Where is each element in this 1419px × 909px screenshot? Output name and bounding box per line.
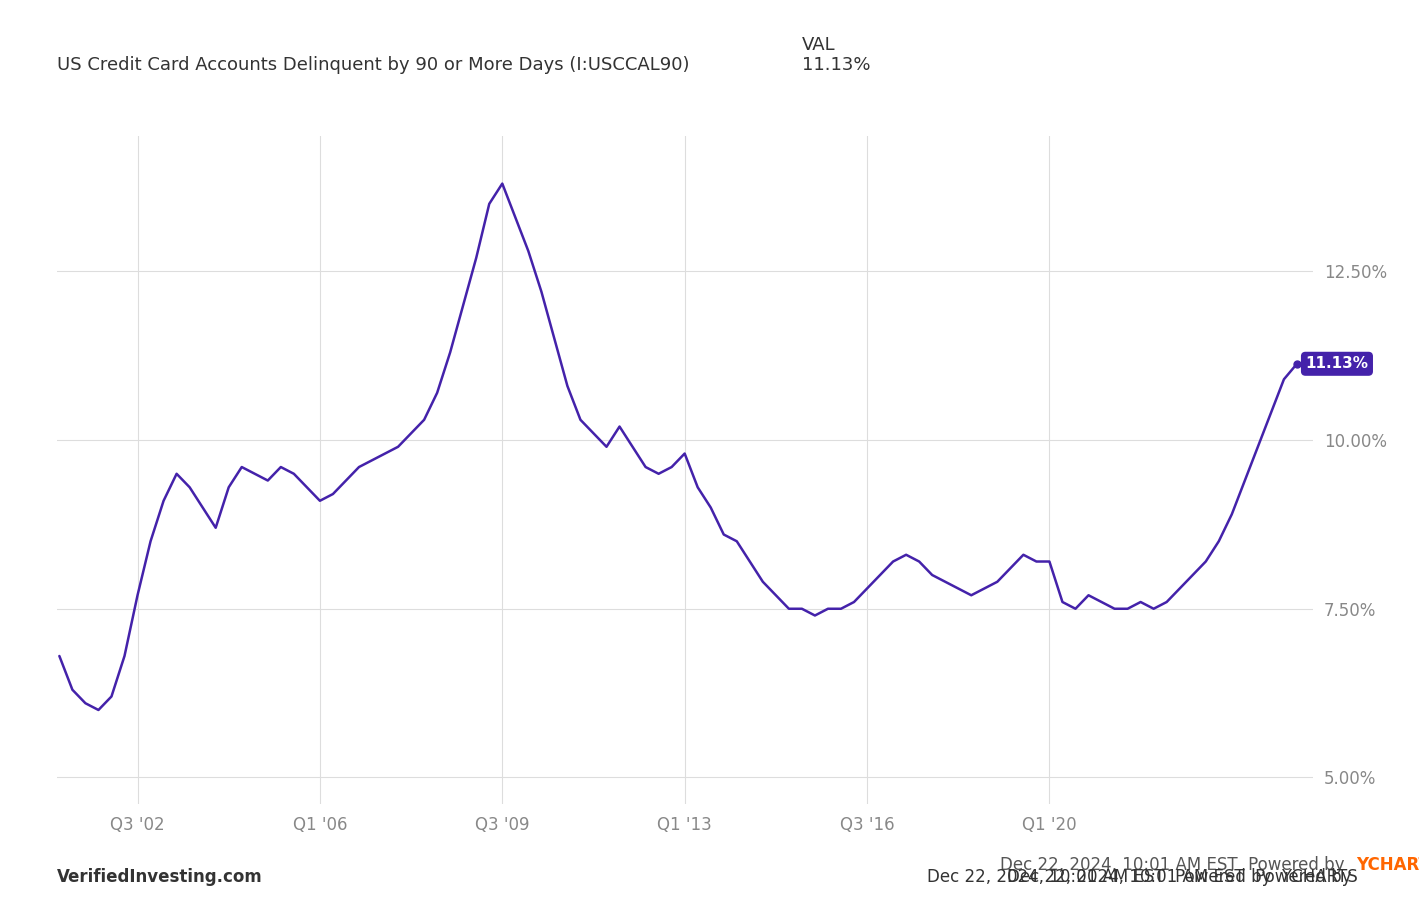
Text: VerifiedInvesting.com: VerifiedInvesting.com [57,868,263,886]
Text: Dec 22, 2024, 10:01 AM EST  Powered by: Dec 22, 2024, 10:01 AM EST Powered by [1000,856,1355,874]
Text: VAL: VAL [802,36,836,55]
Text: Dec 22, 2024, 10:01 AM EST  Powered by  YCHARTS: Dec 22, 2024, 10:01 AM EST Powered by YC… [927,868,1358,886]
Text: YCHARTS: YCHARTS [1357,856,1419,874]
Text: Dec 22, 2024, 10:01 AM EST  Powered by: Dec 22, 2024, 10:01 AM EST Powered by [1007,868,1362,886]
Text: US Credit Card Accounts Delinquent by 90 or More Days (I:USCCAL90): US Credit Card Accounts Delinquent by 90… [57,56,690,75]
Text: 11.13%: 11.13% [802,56,870,75]
Text: 11.13%: 11.13% [1305,356,1368,371]
